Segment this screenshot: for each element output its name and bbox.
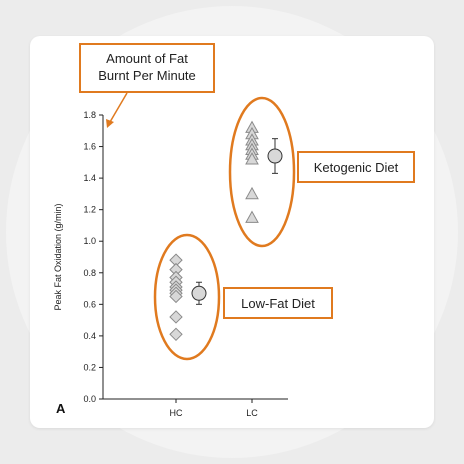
hc-mean-marker xyxy=(191,285,207,301)
ketogenic-group-ellipse xyxy=(228,96,296,248)
low-fat-group-ellipse xyxy=(153,233,221,361)
y-tick-label: 0.2 xyxy=(83,362,96,372)
y-tick-label: 1.0 xyxy=(83,236,96,246)
ketogenic-label-box xyxy=(297,151,415,183)
y-tick-label: 0.6 xyxy=(83,299,96,309)
lc-data-point xyxy=(245,186,259,200)
fat-burnt-callout-line2: Burnt Per Minute xyxy=(98,68,196,83)
lc-mean-marker xyxy=(267,148,283,164)
hc-data-point xyxy=(169,289,183,304)
x-axis: HC LC xyxy=(103,398,288,418)
fat-burnt-callout-line1: Amount of Fat xyxy=(106,51,188,66)
low-fat-label-box xyxy=(223,287,333,319)
figure-card xyxy=(30,36,434,428)
y-axis-label: Peak Fat Oxidation (g/min) xyxy=(53,203,63,310)
fat-burnt-callout-box xyxy=(79,43,215,93)
hc-data-point xyxy=(169,327,183,342)
fat-burnt-callout-arrowhead xyxy=(106,119,114,128)
lc-data-point xyxy=(245,152,259,165)
ketogenic-label: Ketogenic Diet xyxy=(314,160,399,175)
y-tick-label: 1.2 xyxy=(83,205,96,215)
y-axis: 0.0 0.2 0.4 0.6 0.8 1.0 1.2 1.4 1.6 1.8 xyxy=(83,110,104,404)
fat-burnt-callout-arrow-line xyxy=(109,92,128,123)
y-tick-label: 0.4 xyxy=(83,331,96,341)
y-tick-label: 1.6 xyxy=(83,142,96,152)
x-tick-label: LC xyxy=(246,408,258,418)
lc-data-point xyxy=(245,210,259,223)
data-points xyxy=(169,120,283,342)
panel-letter: A xyxy=(56,401,66,416)
low-fat-label: Low-Fat Diet xyxy=(241,296,315,311)
hc-data-point xyxy=(169,310,183,324)
y-tick-label: 0.8 xyxy=(83,268,96,278)
y-tick-label: 1.4 xyxy=(83,173,96,183)
y-tick-label: 1.8 xyxy=(83,110,96,120)
y-tick-label: 0.0 xyxy=(83,394,96,404)
x-tick-label: HC xyxy=(170,408,183,418)
